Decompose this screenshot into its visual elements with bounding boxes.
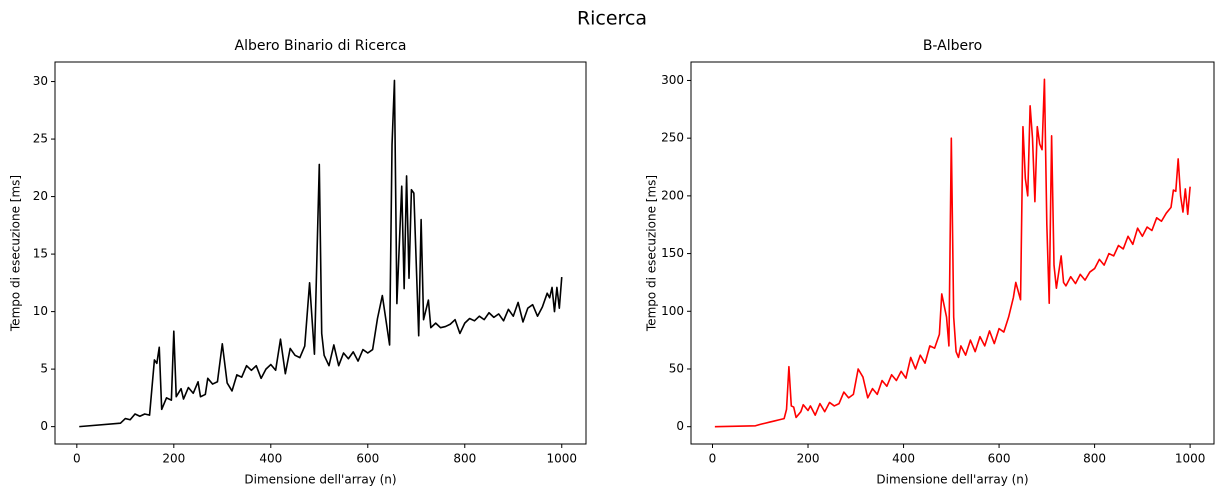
y-axis-label: Tempo di esecuzione [ms] (9, 175, 23, 332)
x-tick-label: 0 (73, 452, 81, 466)
y-tick-label: 10 (33, 304, 48, 318)
y-tick-label: 200 (661, 188, 684, 202)
y-tick-label: 100 (661, 304, 684, 318)
plot-frame (54, 61, 587, 445)
chart-title: B-Albero (923, 38, 982, 54)
x-tick-label: 200 (162, 452, 185, 466)
x-tick-label: 800 (1083, 452, 1106, 466)
chart-title: Albero Binario di Ricerca (235, 38, 407, 54)
y-tick-label: 20 (33, 189, 48, 203)
x-tick-label: 200 (797, 452, 820, 466)
y-tick-label: 50 (669, 361, 684, 375)
x-tick-label: 1000 (1175, 452, 1206, 466)
y-tick-label: 25 (33, 132, 48, 146)
data-line (714, 78, 1191, 428)
y-tick-label: 150 (661, 246, 684, 260)
y-tick-label: 0 (40, 419, 48, 433)
x-tick-label: 800 (453, 452, 476, 466)
x-tick-label: 1000 (546, 452, 577, 466)
plot-frame (690, 61, 1215, 445)
y-tick-label: 0 (676, 419, 684, 433)
x-tick-label: 400 (892, 452, 915, 466)
y-tick-label: 5 (40, 362, 48, 376)
x-tick-label: 600 (988, 452, 1011, 466)
y-tick-label: 250 (661, 131, 684, 145)
y-tick-label: 15 (33, 247, 48, 261)
x-axis-label: Dimensione dell'array (n) (244, 473, 396, 487)
x-axis-label: Dimensione dell'array (n) (876, 473, 1028, 487)
y-axis-label: Tempo di esecuzione [ms] (645, 175, 659, 332)
y-tick-label: 300 (661, 73, 684, 87)
x-tick-label: 0 (709, 452, 717, 466)
data-line (79, 79, 563, 428)
figure-title: Ricerca (577, 8, 647, 30)
x-tick-label: 600 (356, 452, 379, 466)
y-tick-label: 30 (33, 74, 48, 88)
x-tick-label: 400 (259, 452, 282, 466)
